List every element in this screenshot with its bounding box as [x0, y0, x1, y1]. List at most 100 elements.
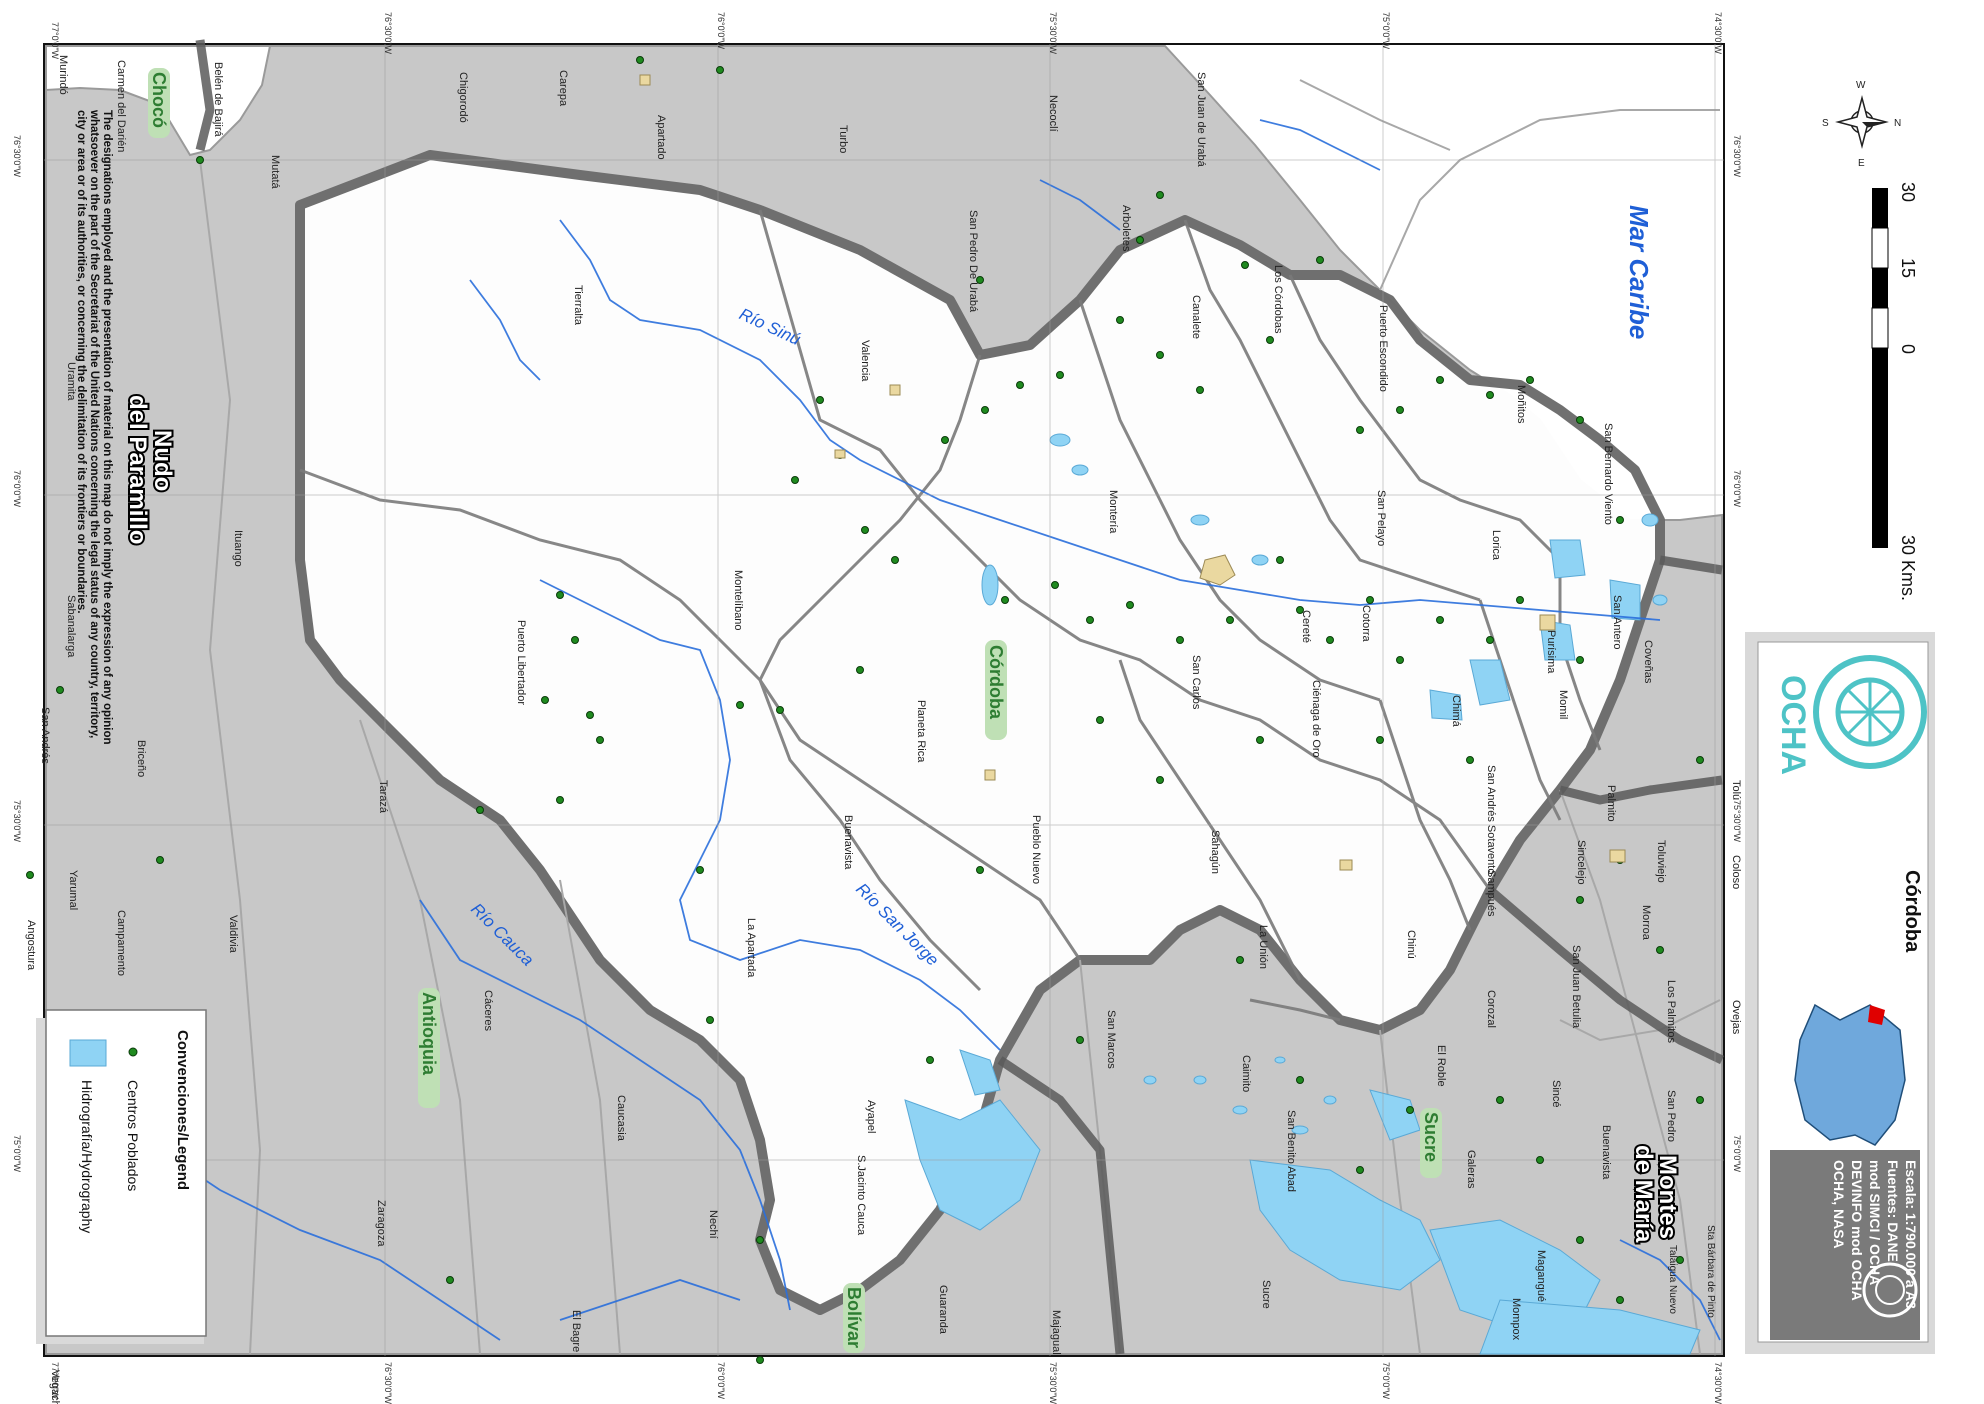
town-label: San Pedro De Urabá — [967, 210, 979, 313]
settlement-dot — [636, 56, 644, 64]
town-label: Pueblo Nuevo — [1030, 815, 1042, 884]
town-label: Puerto Escondido — [1377, 305, 1389, 392]
settlement-dot — [541, 696, 549, 704]
grid-label-top: 74°30'0"W — [1713, 12, 1723, 55]
settlement-dot — [1516, 596, 1524, 604]
settlement-dot — [56, 686, 64, 694]
grid-label-right: 75°0'0"W — [1732, 1135, 1742, 1173]
grid-label-left: 75°0'0"W — [12, 1135, 22, 1173]
scale-segment — [1872, 348, 1888, 548]
department-badge — [1420, 1108, 1442, 1178]
region-label-montes: Montes — [1654, 1155, 1681, 1239]
town-label: Ovejas — [1730, 1000, 1742, 1035]
urban-areas — [639, 74, 1626, 871]
town-label: Ayapel — [865, 1100, 877, 1133]
town-label: San Juan de Urabá — [1195, 72, 1207, 168]
scale-label: 15 — [1898, 258, 1918, 278]
town-label: Cereté — [1300, 610, 1312, 643]
grid-label-bottom: 76°0'0"W — [716, 1362, 726, 1400]
settlement-dot — [156, 856, 164, 864]
municipal-boundaries — [299, 209, 1602, 1022]
department-label-cordoba: Córdoba — [986, 645, 1006, 720]
department-boundaries — [195, 39, 1724, 1355]
settlement-dot — [1156, 776, 1164, 784]
grid-label-bottom: 77°0'0"W — [50, 1362, 60, 1400]
settlement-dot — [696, 866, 704, 874]
credits-line: DEVINFO mod OCHA — [1849, 1160, 1865, 1301]
grid-label-bottom: 75°30'0"W — [1048, 1362, 1058, 1404]
town-label: Coveñas — [1642, 640, 1654, 684]
town-label: Lorica — [1490, 530, 1502, 561]
settlement-dot — [736, 701, 744, 709]
settlement-dot — [1576, 896, 1584, 904]
town-label: San Marcos — [1105, 1010, 1117, 1069]
grid-label-right: 76°30'0"W — [1732, 135, 1742, 178]
town-label: S.Jacinto Cauca — [855, 1155, 867, 1236]
town-label: Valencia — [859, 340, 871, 382]
settlement-dot — [1196, 386, 1204, 394]
settlement-dot — [976, 866, 984, 874]
department-badge — [985, 640, 1007, 740]
town-label: Chimá — [1450, 695, 1462, 728]
town-label: Morroa — [1640, 905, 1652, 941]
hydrography-water — [904, 433, 1701, 1355]
town-label: San Pelayo — [1375, 490, 1387, 546]
town-label: Cáceres — [482, 990, 494, 1031]
legend-water-icon — [69, 1039, 107, 1067]
locator-highlight — [1868, 1005, 1885, 1025]
town-label: San Antero — [1611, 595, 1623, 649]
settlement-dot — [556, 591, 564, 599]
town-label: Montería — [1107, 490, 1119, 534]
settlement-dot — [1616, 1296, 1624, 1304]
town-label: Cotorra — [1360, 605, 1372, 643]
settlement-dot — [1356, 426, 1364, 434]
settlement-dot — [1051, 581, 1059, 589]
settlement-dot — [1156, 351, 1164, 359]
town-label: Zaragoza — [375, 1200, 387, 1247]
settlement-dot — [1316, 256, 1324, 264]
disclaimer-line: The designations employed and the presen… — [101, 110, 113, 745]
town-label: Caimito — [1240, 1055, 1252, 1092]
town-label: Sucre — [1260, 1280, 1272, 1309]
compass-w: W — [1856, 80, 1866, 91]
grid-label-top: 76°0'0"W — [716, 12, 726, 50]
settlement-dot — [26, 871, 34, 879]
region-label-maria: de María — [1630, 1145, 1657, 1243]
grid-label-left: 75°30'0"W — [12, 800, 22, 843]
town-label: Majagual — [1050, 1310, 1062, 1355]
settlement-dot — [1696, 756, 1704, 764]
town-label: Carepa — [557, 70, 569, 107]
un-emblem-icon — [1813, 655, 1927, 769]
town-label: Los Córdobas — [1272, 265, 1284, 334]
settlement-dot — [556, 796, 564, 804]
settlement-dot — [1486, 636, 1494, 644]
town-label: Puerto Libertador — [515, 620, 527, 705]
settlement-dot — [596, 736, 604, 744]
settlement-dot — [1376, 736, 1384, 744]
settlement-dot — [1356, 1166, 1364, 1174]
town-label: Uramita — [65, 362, 77, 401]
town-label: Talaigua Nuevo — [1667, 1245, 1678, 1314]
town-label: La Apartada — [745, 918, 757, 978]
town-label: Sincé — [1550, 1080, 1562, 1108]
town-label: Mutatá — [269, 155, 281, 190]
settlement-dot — [791, 476, 799, 484]
settlement-dot — [756, 1356, 764, 1364]
settlement-dot — [1136, 236, 1144, 244]
town-label: Vegachí — [49, 1370, 61, 1404]
town-label: Mompox — [1510, 1298, 1522, 1341]
town-label: Turbo — [837, 125, 849, 153]
settlement-dot — [1436, 376, 1444, 384]
town-label: Carmen del Darién — [115, 60, 127, 152]
settlement-dot — [1226, 616, 1234, 624]
settlement-dot — [196, 156, 204, 164]
town-label: San Bernardo Viento — [1602, 423, 1614, 525]
legend: Convenciones/Legend Centros Poblados Hid… — [36, 1009, 207, 1344]
compass: N S E W — [1822, 80, 1901, 169]
town-label: Chinú — [1405, 930, 1417, 959]
grid-label-left: 76°0'0"W — [12, 470, 22, 508]
department-badge — [843, 1283, 865, 1353]
graticule — [44, 44, 1724, 1356]
settlement-dot — [476, 806, 484, 814]
